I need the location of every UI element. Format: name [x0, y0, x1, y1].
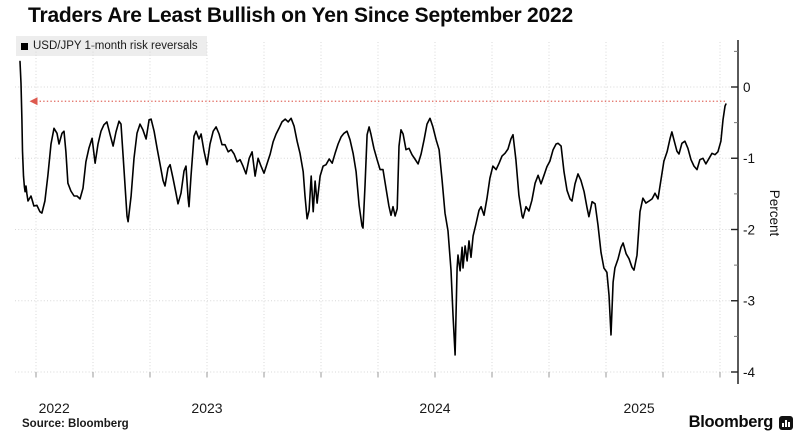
- x-axis-ticks: [35, 372, 721, 378]
- svg-text:-3: -3: [743, 294, 755, 309]
- svg-text:2024: 2024: [419, 400, 450, 416]
- bloomberg-terminal-icon: [779, 415, 793, 430]
- vertical-gridlines: [35, 42, 721, 372]
- horizontal-gridlines: [15, 86, 738, 373]
- svg-text:-4: -4: [743, 365, 755, 380]
- x-axis-labels: 2022 2023 2024 2025: [39, 400, 655, 416]
- svg-text:-1: -1: [743, 151, 755, 166]
- reference-arrow-left-icon: [29, 97, 38, 106]
- legend: USD/JPY 1-month risk reversals: [16, 36, 207, 56]
- reference-line-group: [29, 97, 726, 106]
- y-axis-title: Percent: [767, 190, 782, 237]
- brand-mark: Bloomberg: [689, 413, 793, 432]
- svg-text:-2: -2: [743, 222, 755, 237]
- y-axis-ticks: [731, 50, 738, 373]
- legend-label: USD/JPY 1-month risk reversals: [33, 40, 198, 52]
- series-line: [19, 60, 727, 356]
- chart-title: Traders Are Least Bullish on Yen Since S…: [28, 4, 573, 27]
- svg-text:2025: 2025: [624, 400, 655, 416]
- legend-swatch-icon: [21, 42, 28, 50]
- svg-text:2022: 2022: [39, 400, 70, 416]
- source-note: Source: Bloomberg: [22, 418, 129, 430]
- svg-text:2023: 2023: [191, 400, 222, 416]
- y-axis-labels: 0 -1 -2 -3 -4: [743, 80, 755, 380]
- bloomberg-wordmark: Bloomberg: [688, 413, 774, 431]
- svg-text:0: 0: [743, 80, 751, 95]
